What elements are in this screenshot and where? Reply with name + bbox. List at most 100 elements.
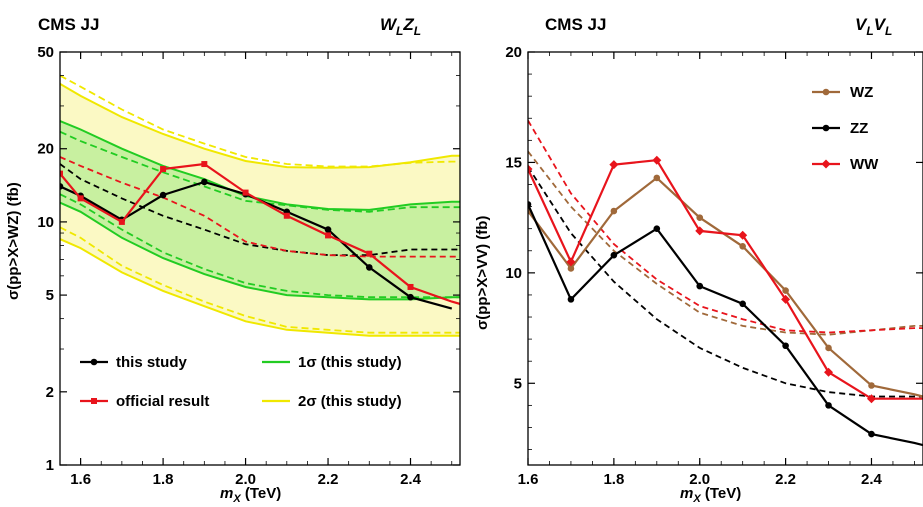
band-upper-dashed-2sigma-this-study — [60, 74, 460, 168]
x-tick-label: 2.0 — [689, 471, 710, 488]
legend-label: WW — [850, 156, 879, 173]
legend-label: ZZ — [850, 120, 868, 137]
point-this-study-3 — [159, 191, 167, 199]
point-official-result-9 — [407, 283, 414, 290]
point-wz-2 — [610, 207, 618, 215]
point-zz-0 — [528, 201, 532, 208]
legend-item-official-result: official result — [80, 393, 209, 410]
point-wz-4 — [696, 214, 704, 221]
legend-item-1sigma-this-study: 1σ (this study) — [262, 354, 402, 371]
point-wz-7 — [825, 344, 832, 352]
right-x-axis-label: mX (TeV) — [680, 485, 741, 502]
expected-dashed-line-4 — [528, 166, 923, 398]
legend-marker — [90, 358, 98, 366]
right-header-left: CMS JJ — [545, 15, 606, 34]
right-header-right: VLVL — [855, 15, 892, 38]
expected-dashed-line-5 — [528, 120, 923, 334]
legend-item-wz: WZ — [812, 84, 873, 101]
x-tick-label: 1.6 — [70, 471, 91, 488]
legend-label: WZ — [850, 84, 873, 101]
point-official-result-3 — [160, 166, 167, 173]
point-this-study-0 — [60, 183, 64, 190]
band-upper-2sigma-this-study — [60, 82, 460, 169]
expected-dashed-line-2 — [60, 163, 460, 256]
legend-item-2sigma-this-study: 2σ (this study) — [262, 393, 402, 410]
legend-marker — [822, 124, 830, 132]
plot-frame — [527, 51, 923, 466]
point-wz-8 — [868, 382, 875, 389]
x-tick-label: 2.2 — [775, 471, 796, 488]
legend-label: official result — [116, 393, 209, 410]
series-line-zz — [528, 203, 923, 447]
point-ww-7 — [824, 367, 834, 377]
series-line-official-result — [60, 162, 460, 305]
series-line-ww — [528, 159, 923, 400]
x-tick-label: 2.0 — [235, 471, 256, 488]
point-ww-4 — [695, 226, 705, 236]
point-zz-2 — [610, 251, 618, 259]
point-zz-8 — [868, 430, 875, 438]
point-ww-6 — [781, 294, 791, 304]
legend-label: this study — [116, 354, 187, 371]
point-ww-5 — [738, 230, 748, 240]
point-ww-3 — [652, 155, 662, 165]
point-official-result-5 — [242, 189, 249, 196]
legend-marker — [91, 398, 97, 404]
x-tick-label: 2.4 — [400, 471, 422, 488]
series-line-wz — [528, 176, 923, 398]
expected-dashed-line-3 — [60, 156, 460, 258]
point-wz-1 — [567, 265, 575, 272]
point-official-result-6 — [283, 212, 290, 219]
y-tick-label: 50 — [37, 44, 54, 61]
band-lower-2sigma-this-study — [60, 238, 460, 337]
band-lower-dashed-2sigma-this-study — [60, 226, 460, 334]
point-zz-4 — [696, 282, 704, 290]
band-upper-dashed-1sigma-this-study — [60, 130, 460, 213]
x-tick-label: 1.8 — [153, 471, 174, 488]
point-ww-1 — [566, 257, 576, 267]
y-tick-label: 5 — [46, 287, 54, 304]
band-lower-dashed-1sigma-this-study — [60, 193, 460, 299]
legend-marker — [821, 159, 831, 169]
x-tick-label: 2.2 — [318, 471, 339, 488]
point-official-result-7 — [325, 232, 332, 239]
legend-item-ww: WW — [812, 156, 879, 173]
x-tick-label: 1.6 — [518, 471, 539, 488]
point-wz-6 — [782, 287, 789, 294]
point-this-study-7 — [324, 226, 332, 233]
point-official-result-4 — [201, 161, 208, 168]
point-official-result-8 — [366, 250, 373, 257]
x-tick-label: 1.8 — [603, 471, 624, 488]
y-tick-label: 20 — [37, 141, 54, 158]
right-chart-panel: 1.6 1.8 2.0 2.2 2.4 5 10 15 20 CMS JJ VLVL mX (T… — [474, 15, 923, 505]
point-official-result-2 — [118, 218, 125, 225]
point-official-result-1 — [77, 195, 84, 202]
point-wz-5 — [739, 243, 746, 250]
point-zz-1 — [567, 296, 575, 303]
left-x-axis-label: mX (TeV) — [220, 485, 281, 502]
point-zz-6 — [782, 342, 789, 350]
left-y-axis-label: σ(pp>X>WZ) (fb) — [5, 182, 22, 300]
y-tick-label: 15 — [505, 154, 522, 171]
point-zz-5 — [739, 300, 746, 308]
y-tick-label: 20 — [505, 44, 522, 61]
y-tick-label: 10 — [505, 265, 522, 282]
legend-label: 2σ (this study) — [298, 393, 402, 410]
band-upper-1sigma-this-study — [60, 120, 460, 211]
point-ww-0 — [528, 164, 533, 174]
point-official-result-0 — [60, 170, 63, 177]
point-this-study-9 — [407, 293, 414, 301]
x-tick-label: 2.4 — [861, 471, 883, 488]
point-this-study-8 — [365, 264, 373, 271]
left-header-right: WLZL — [380, 15, 421, 38]
left-header-left: CMS JJ — [38, 15, 99, 34]
y-tick-label: 10 — [37, 214, 54, 231]
plot-frame — [59, 51, 461, 466]
point-zz-3 — [653, 225, 661, 232]
point-this-study-4 — [201, 178, 208, 186]
legend-item-this-study: this study — [80, 354, 187, 371]
point-ww-8 — [866, 394, 876, 404]
point-zz-7 — [825, 402, 832, 409]
